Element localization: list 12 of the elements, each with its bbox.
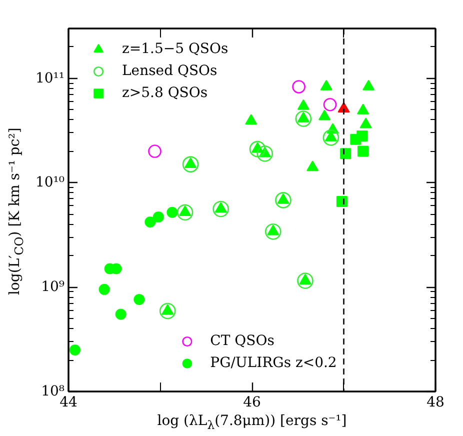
y-tick-label: 10⁹ [41, 279, 65, 296]
legend-label: z=1.5−5 QSOs [122, 40, 228, 59]
x-tick-label: 46 [243, 394, 261, 410]
y-tick-label: 10¹⁰ [35, 174, 65, 191]
legend-label: PG/ULIRGs z<0.2 [210, 354, 337, 373]
legend-label: Lensed QSOs [122, 62, 218, 81]
x-tick-label: 44 [60, 394, 78, 410]
x-axis-title: log (λL$_{λ}$(7.8μm)) [ergs s⁻¹] [157, 413, 347, 434]
x-tick-label: 48 [426, 394, 444, 410]
y-tick-label: 10¹¹ [35, 70, 65, 86]
legend-label: z>5.8 QSOs [122, 84, 208, 103]
legend-label: CT QSOs [210, 332, 274, 351]
